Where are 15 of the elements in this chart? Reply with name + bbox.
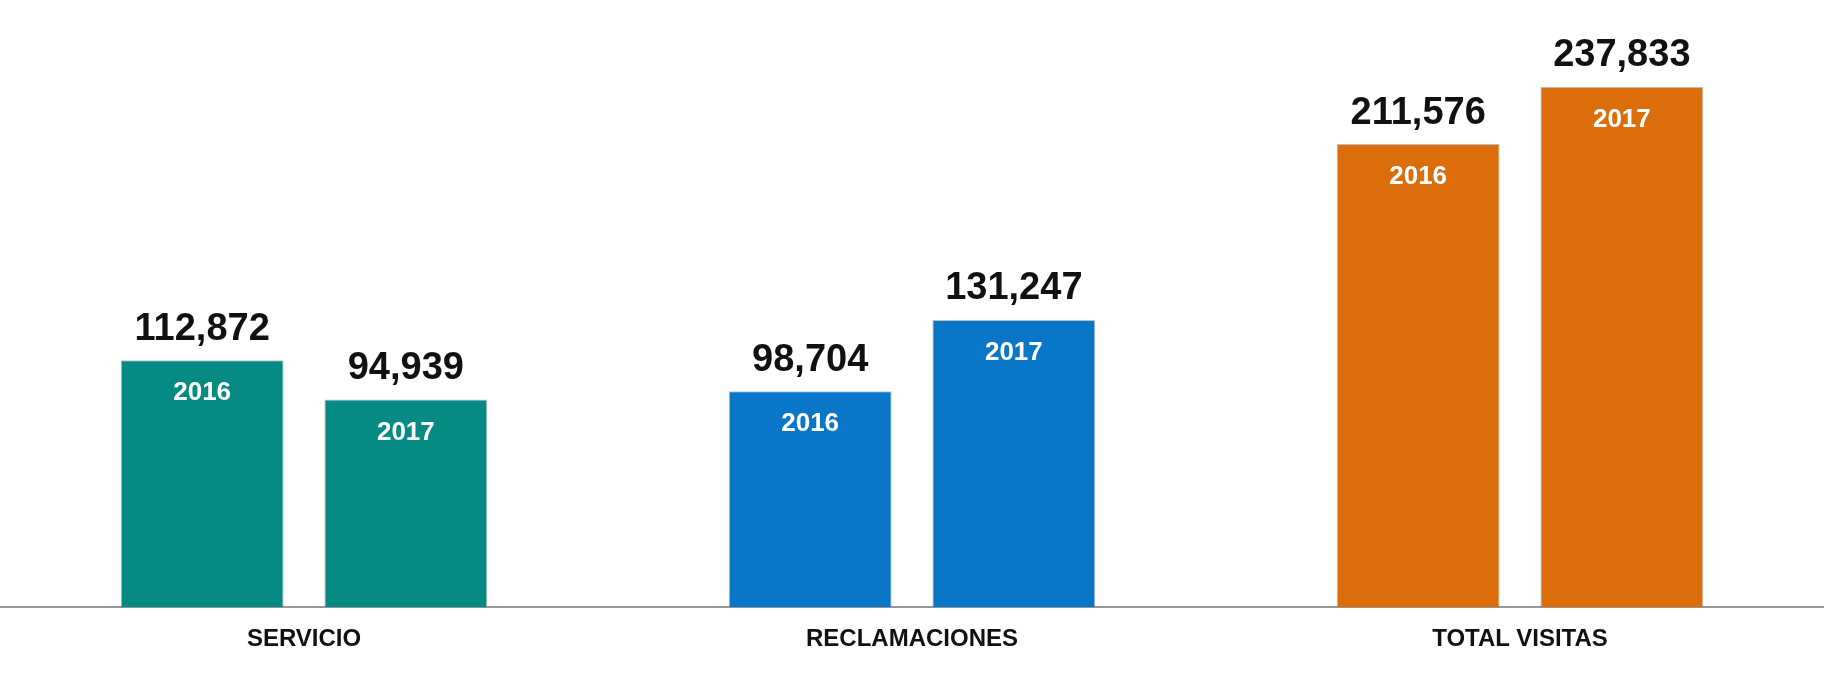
data-label: 131,247 (945, 265, 1083, 308)
data-label: 112,872 (134, 305, 270, 348)
series-label: 2016 (781, 407, 840, 438)
data-label: 237,833 (1553, 32, 1691, 75)
series-label: 2017 (1592, 102, 1651, 133)
text: 2017 (984, 336, 1043, 367)
text: 2017 (376, 415, 435, 446)
text: 2016 (1389, 160, 1448, 191)
text: 2016 (173, 376, 232, 407)
x-tick-label: TOTAL VISITAS (1432, 624, 1608, 652)
data-label: 98,704 (752, 336, 869, 379)
data-label: 211,576 (1350, 89, 1486, 132)
x-tick-label: SERVICIO (246, 624, 362, 652)
data-label: 94,939 (347, 344, 464, 387)
x-tick-label: RECLAMACIONES (805, 624, 1019, 652)
